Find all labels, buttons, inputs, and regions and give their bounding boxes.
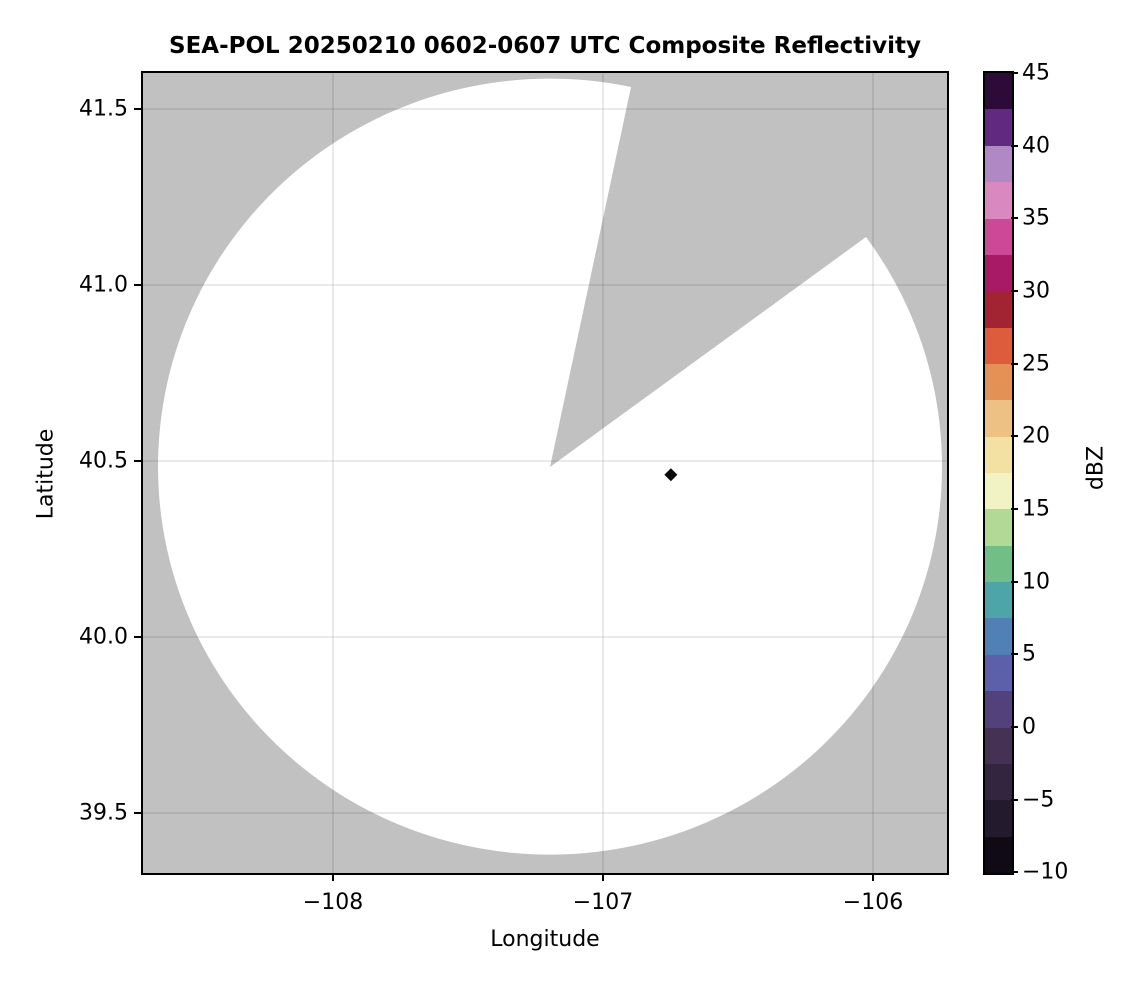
- cbar-tick--5: [1011, 799, 1018, 801]
- cbar-tick-label: 35: [1022, 205, 1050, 231]
- colorbar-axis-label: dBZ: [1083, 445, 1109, 491]
- reflectivity-echo-marker: [664, 468, 678, 482]
- cbar-tick-20: [1011, 435, 1018, 437]
- cbar-tick-label: 45: [1022, 60, 1050, 86]
- cbar-tick-label: 25: [1022, 351, 1050, 377]
- colorbar-segment: [985, 727, 1012, 764]
- y-tick-40.5: [134, 460, 142, 462]
- cbar-tick-10: [1011, 581, 1018, 583]
- cbar-tick-35: [1011, 217, 1018, 219]
- y-tick-label: 40.0: [79, 624, 128, 650]
- colorbar-segment: [985, 73, 1012, 110]
- cbar-tick-0: [1011, 726, 1018, 728]
- colorbar-segment: [985, 509, 1012, 546]
- colorbar: [983, 71, 1014, 875]
- colorbar-segment: [985, 654, 1012, 692]
- colorbar-segment: [985, 145, 1012, 183]
- cbar-tick-5: [1011, 653, 1018, 655]
- y-tick-39.5: [134, 812, 142, 814]
- cbar-tick-label: 20: [1022, 423, 1050, 449]
- y-tick-label: 40.5: [79, 448, 128, 474]
- x-tick-label: −107: [572, 890, 634, 915]
- colorbar-segment: [985, 363, 1012, 401]
- x-tick--107: [602, 873, 604, 881]
- y-tick-label: 41.5: [79, 96, 128, 122]
- y-tick-40.0: [134, 636, 142, 638]
- colorbar-segment: [985, 400, 1012, 437]
- x-axis-label: Longitude: [490, 927, 600, 952]
- y-tick-label: 41.0: [79, 272, 128, 298]
- cbar-tick-label: 15: [1022, 496, 1050, 522]
- colorbar-segment: [985, 327, 1012, 364]
- colorbar-segment: [985, 836, 1012, 873]
- colorbar-segment: [985, 109, 1012, 146]
- cbar-tick-label: −5: [1022, 787, 1055, 813]
- colorbar-segment: [985, 545, 1012, 583]
- y-tick-41.5: [134, 108, 142, 110]
- colorbar-segment: [985, 800, 1012, 837]
- cbar-tick-label: 10: [1022, 569, 1050, 595]
- colorbar-segment: [985, 691, 1012, 728]
- cbar-tick-label: −10: [1022, 859, 1069, 885]
- cbar-tick-30: [1011, 290, 1018, 292]
- y-tick-label: 39.5: [79, 800, 128, 826]
- colorbar-segment: [985, 254, 1012, 292]
- colorbar-segment: [985, 291, 1012, 328]
- x-tick-label: −108: [302, 890, 364, 915]
- x-tick--108: [332, 873, 334, 881]
- cbar-tick--10: [1011, 871, 1018, 873]
- colorbar-segment: [985, 218, 1012, 255]
- plot-area: [141, 71, 949, 875]
- cbar-tick-label: 0: [1022, 714, 1036, 740]
- colorbar-gradient: [985, 73, 1012, 873]
- colorbar-segment: [985, 436, 1012, 474]
- cbar-tick-45: [1011, 72, 1018, 74]
- cbar-tick-15: [1011, 508, 1018, 510]
- echo-layer: [664, 468, 678, 482]
- chart-title: SEA-POL 20250210 0602-0607 UTC Composite…: [169, 33, 921, 59]
- cbar-tick-label: 40: [1022, 133, 1050, 159]
- radar-coverage-disk: [158, 78, 943, 855]
- colorbar-segment: [985, 182, 1012, 219]
- colorbar-segment: [985, 618, 1012, 655]
- colorbar-segment: [985, 582, 1012, 619]
- cbar-tick-40: [1011, 145, 1018, 147]
- cbar-tick-label: 30: [1022, 278, 1050, 304]
- y-axis-label: Latitude: [33, 428, 59, 520]
- colorbar-segment: [985, 763, 1012, 801]
- cbar-tick-25: [1011, 363, 1018, 365]
- y-tick-41.0: [134, 284, 142, 286]
- radar-map-canvas: [143, 73, 947, 873]
- colorbar-segment: [985, 473, 1012, 510]
- cbar-tick-label: 5: [1022, 641, 1036, 667]
- x-tick-label: −106: [842, 890, 904, 915]
- x-tick--106: [872, 873, 874, 881]
- gridlines: [143, 73, 947, 873]
